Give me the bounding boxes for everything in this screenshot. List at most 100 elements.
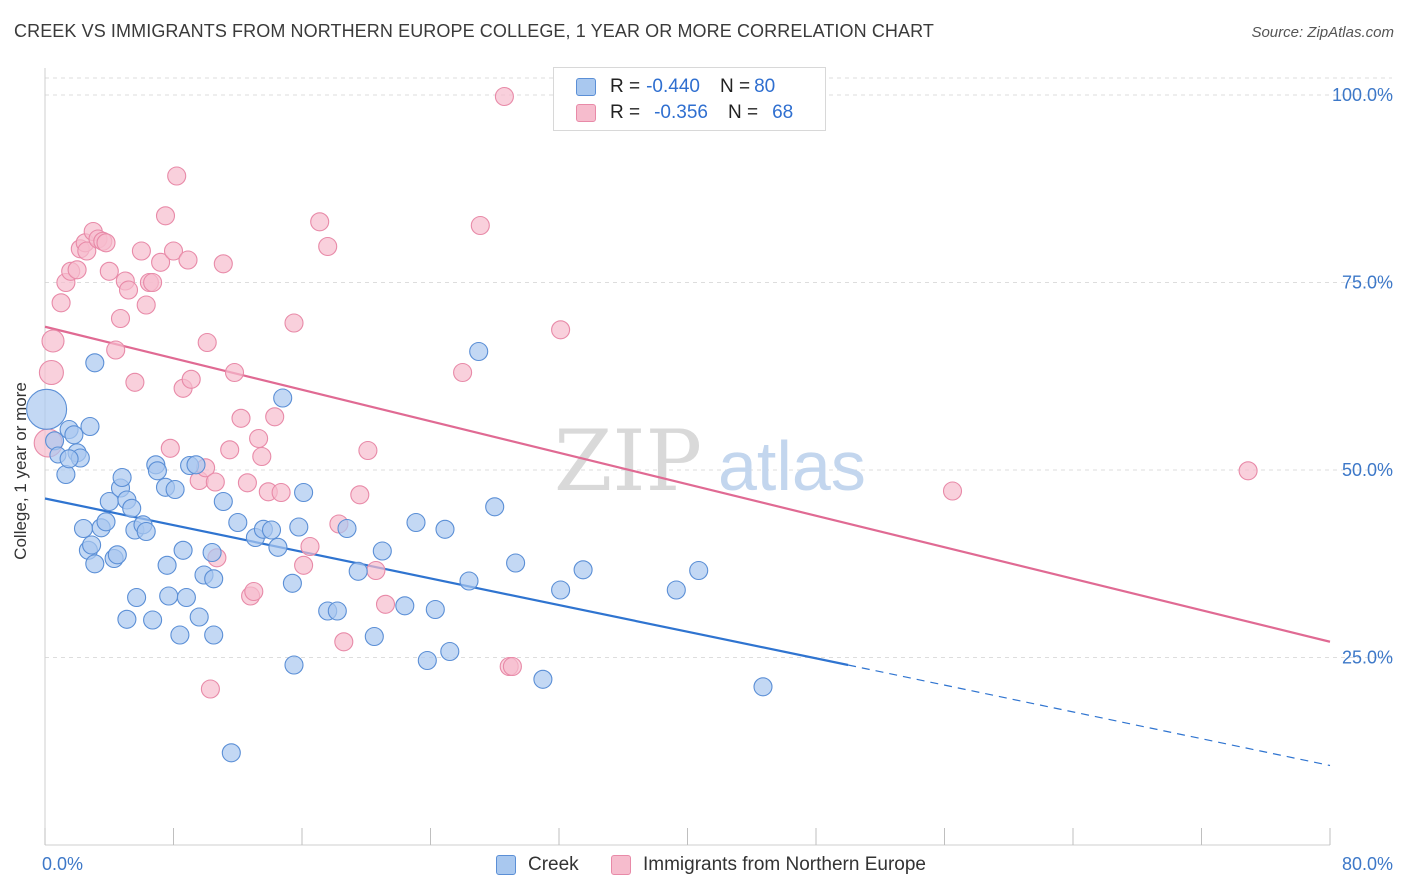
source-label: Source: ZipAtlas.com (1251, 24, 1394, 41)
creek-point (551, 580, 571, 600)
immigrants-point (96, 233, 116, 253)
n-value: 68 (772, 102, 794, 123)
n-value: 80 (754, 76, 776, 97)
immigrants-point (67, 260, 87, 280)
creek-point (159, 586, 179, 606)
creek-point (204, 569, 224, 589)
creek-point (157, 555, 177, 575)
creek-point (417, 650, 437, 671)
creek-point (186, 455, 206, 475)
immigrants-point (155, 206, 176, 226)
creek-point (170, 625, 190, 645)
legend-item-creek[interactable]: Creek (496, 851, 579, 879)
immigrants-point (284, 313, 304, 333)
stats-row-creek: R = -0.440 N = 80 (576, 75, 775, 99)
immigrants-point (942, 481, 963, 501)
immigrants-point (77, 241, 97, 261)
creek-point (176, 587, 196, 608)
y-tick-label: 25.0% (1342, 648, 1393, 668)
creek-point (268, 537, 288, 557)
creek-point (327, 601, 347, 621)
immigrants-point (502, 656, 522, 677)
immigrants-point (99, 261, 119, 281)
creek-point (372, 541, 392, 561)
immigrants-swatch (611, 855, 631, 875)
creek-point (459, 571, 479, 591)
y-tick-labels: 25.0% 50.0% 75.0% 100.0% (1332, 85, 1393, 668)
immigrants-point (51, 293, 71, 313)
creek-point (59, 449, 79, 469)
immigrants-point (358, 440, 378, 461)
creek-point (26, 388, 68, 430)
immigrants-point (310, 212, 330, 232)
creek-point (204, 625, 224, 645)
creek-point (147, 461, 167, 481)
immigrants-point (200, 679, 220, 699)
immigrants-point (244, 581, 264, 602)
creek-point (425, 599, 445, 620)
immigrants-point (160, 438, 180, 458)
series-legend: Creek Immigrants from Northern Europe (0, 851, 1406, 879)
immigrants-point (205, 472, 225, 492)
immigrants-point (136, 295, 156, 315)
creek-point (485, 497, 505, 517)
immigrants-point (237, 473, 257, 493)
creek-point (143, 610, 163, 630)
chart-title: CREEK VS IMMIGRANTS FROM NORTHERN EUROPE… (14, 21, 935, 41)
creek-point (165, 479, 185, 500)
immigrants-point (318, 236, 338, 257)
creek-point (753, 677, 773, 697)
grid-lines (45, 77, 1392, 658)
immigrants-point (334, 632, 354, 652)
creek-trend-line (44, 497, 849, 667)
immigrants-point (178, 250, 198, 270)
creek-swatch (576, 78, 596, 96)
stats-row-immigrants: R = -0.356 N = 68 (576, 101, 793, 125)
creek-point (173, 540, 193, 560)
r-value: -0.356 (654, 102, 708, 123)
creek-point (127, 587, 147, 608)
creek-point (364, 626, 384, 647)
legend-item-immigrants[interactable]: Immigrants from Northern Europe (611, 851, 926, 879)
creek-point (112, 467, 132, 488)
creek-point (406, 512, 426, 533)
creek-point (85, 554, 105, 574)
creek-point (533, 669, 553, 689)
immigrants-point (163, 241, 184, 261)
immigrants-point (494, 86, 514, 107)
immigrants-point (118, 280, 139, 300)
n-label: N = (727, 102, 759, 123)
creek-point (136, 521, 156, 542)
y-tick-label: 50.0% (1342, 460, 1393, 480)
immigrants-point (41, 329, 65, 353)
immigrants-point (265, 407, 285, 427)
immigrants-point (131, 241, 151, 261)
creek-point (82, 535, 102, 555)
immigrants-point (143, 272, 163, 293)
r-label: R = (610, 102, 641, 123)
y-tick-label: 100.0% (1332, 85, 1393, 105)
immigrants-point (110, 308, 131, 329)
watermark-atlas: atlas (718, 427, 866, 505)
x-tick-label: 80.0% (1342, 854, 1393, 874)
n-label: N = (719, 76, 751, 97)
creek-point (64, 425, 84, 445)
immigrants-point (375, 594, 396, 614)
creek-point (73, 518, 94, 539)
immigrants-point (224, 362, 245, 383)
creek-point (348, 561, 368, 581)
creek-point (337, 518, 357, 539)
creek-point (96, 512, 116, 532)
creek-swatch (496, 855, 516, 875)
immigrants-point (294, 555, 314, 575)
creek-trend-extension (848, 664, 1331, 767)
immigrants-point (350, 485, 370, 505)
creek-point (80, 416, 100, 437)
creek-point (189, 607, 209, 627)
creek-point (294, 482, 314, 503)
immigrants-point (252, 446, 272, 467)
legend-label-immigrants: Immigrants from Northern Europe (643, 854, 926, 875)
creek-point (395, 596, 415, 616)
data-points (26, 86, 1258, 763)
creek-point (284, 655, 304, 675)
